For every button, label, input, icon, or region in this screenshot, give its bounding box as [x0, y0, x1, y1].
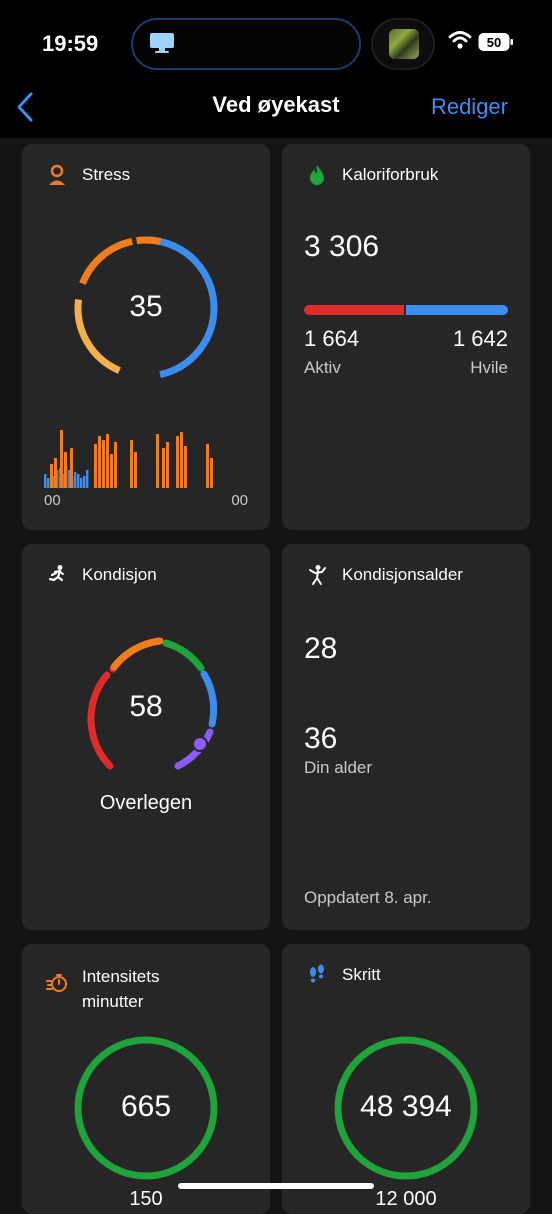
- steps-value: 48 394: [360, 1090, 452, 1123]
- stress-bar: [156, 434, 159, 488]
- fitness-title: Kondisjon: [82, 565, 157, 584]
- stress-bar: [210, 458, 213, 488]
- back-chevron-icon[interactable]: [14, 90, 38, 124]
- stress-bar: [74, 472, 77, 488]
- stress-bar: [64, 452, 67, 488]
- calories-card[interactable]: Kaloriforbruk 3 306 1 664 Aktiv 1 642 Hv…: [282, 144, 530, 530]
- wifi-icon: [448, 31, 472, 49]
- stress-bar: [44, 474, 47, 488]
- calories-bar-active: [304, 305, 404, 315]
- calories-rest-value: 1 642: [452, 326, 508, 351]
- intensity-title-line2: minutter: [82, 992, 144, 1011]
- stress-bar: [114, 442, 117, 488]
- stress-card[interactable]: Stress 35 00 00: [22, 144, 270, 530]
- steps-title: Skritt: [342, 965, 381, 984]
- stress-axis-end: 00: [231, 492, 248, 509]
- stress-bar: [50, 464, 53, 488]
- stress-bar: [80, 478, 83, 488]
- running-person-icon: [48, 565, 64, 582]
- app-thumbnail-icon: [389, 29, 419, 59]
- stress-bar: [77, 474, 80, 488]
- stress-title: Stress: [82, 165, 131, 184]
- actual-age-value: 36: [304, 722, 338, 755]
- stress-bar: [47, 478, 50, 488]
- fitness-age-value: 28: [304, 632, 338, 665]
- flame-icon: [310, 165, 324, 185]
- footsteps-icon: [310, 964, 324, 983]
- stress-bar: [134, 452, 137, 488]
- stress-bar: [60, 430, 63, 488]
- stress-bar: [184, 446, 187, 488]
- fitness-age-card[interactable]: Kondisjonsalder 28 36 Din alder Oppdater…: [282, 544, 530, 930]
- steps-card[interactable]: Skritt 48 394 12 000: [282, 944, 530, 1214]
- stress-bar: [106, 434, 109, 488]
- stress-bar: [83, 476, 86, 488]
- intensity-title-line1: Intensitets: [82, 967, 160, 986]
- stress-bar: [68, 470, 71, 488]
- stress-icon: [49, 164, 65, 185]
- stress-history-chart: [44, 430, 213, 488]
- app-thumbnail[interactable]: [371, 18, 435, 70]
- calories-bar-rest: [406, 305, 508, 315]
- calories-title: Kaloriforbruk: [342, 165, 439, 184]
- stress-bar: [54, 458, 57, 488]
- fitness-level: Overlegen: [99, 792, 193, 814]
- stress-bar: [70, 448, 73, 488]
- stress-bar: [166, 442, 169, 488]
- monitor-icon: [150, 33, 174, 53]
- stress-value: 35: [129, 290, 163, 323]
- dynamic-island[interactable]: [131, 18, 361, 70]
- stress-bar: [162, 448, 165, 488]
- stress-bar: [102, 440, 105, 488]
- stress-bar: [206, 444, 209, 488]
- fitness-gauge: [87, 637, 218, 770]
- stress-bar: [86, 470, 89, 488]
- stress-bar: [180, 432, 183, 488]
- intensity-card[interactable]: Intensitets minutter 665 150: [22, 944, 270, 1214]
- battery-icon: 50: [478, 33, 513, 51]
- page-title: Ved øyekast: [212, 92, 340, 117]
- calories-active-value: 1 664: [304, 326, 360, 351]
- battery-level: 50: [487, 35, 501, 50]
- intensity-value: 665: [120, 1090, 172, 1123]
- fitness-card[interactable]: Kondisjon 58 Overlegen: [22, 544, 270, 930]
- edit-button[interactable]: Rediger: [430, 94, 508, 119]
- stopwatch-icon: [46, 974, 67, 992]
- actual-age-label: Din alder: [304, 758, 373, 777]
- stress-axis-start: 00: [44, 492, 61, 509]
- stress-gauge: [74, 236, 218, 380]
- calories-rest-label: Hvile: [470, 358, 508, 377]
- steps-ring: [334, 1036, 478, 1180]
- fitness-age-icon: [309, 565, 326, 585]
- fitness-age-title: Kondisjonsalder: [342, 565, 463, 584]
- fitness-age-updated: Oppdatert 8. apr.: [304, 888, 432, 907]
- stress-bar: [110, 454, 113, 488]
- stress-bar: [130, 440, 133, 488]
- home-indicator[interactable]: [178, 1183, 374, 1189]
- fitness-value: 58: [129, 690, 163, 723]
- calories-total: 3 306: [304, 230, 380, 263]
- status-time: 19:59: [42, 31, 99, 56]
- stress-bar: [62, 474, 65, 488]
- intensity-ring: [74, 1036, 218, 1180]
- stress-bar: [176, 436, 179, 488]
- calories-active-label: Aktiv: [304, 358, 341, 377]
- stress-bar: [56, 470, 59, 488]
- stress-bar: [98, 436, 101, 488]
- stress-bar: [94, 444, 97, 488]
